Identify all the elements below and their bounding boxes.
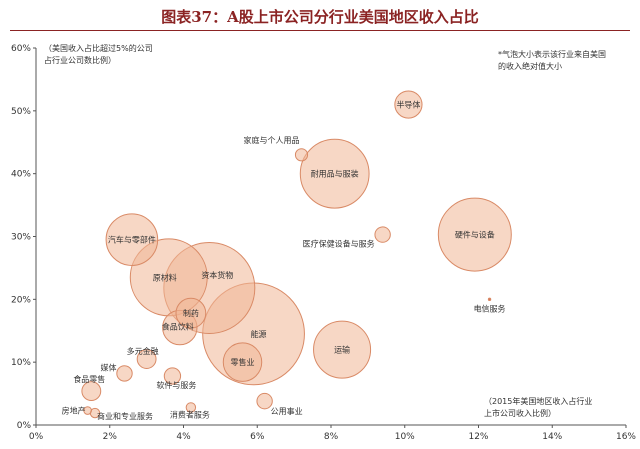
bubble-17 — [81, 381, 102, 401]
bubble-label-6: 汽车与零部件 — [108, 235, 156, 245]
x-tick-label: 8% — [324, 432, 339, 442]
bubble-label-15: 媒体 — [101, 362, 117, 372]
y-axis-note-0: （美国收入占比超过5%的公司 — [44, 43, 153, 53]
x-axis-note-1: 上市公司收入比例） — [484, 408, 556, 418]
bubble-label-5: 电信服务 — [474, 303, 506, 313]
bubble-label-21: 消费者服务 — [170, 409, 210, 419]
x-axis-note-0: （2015年美国地区收入占行业 — [484, 396, 592, 406]
bubble-1 — [294, 148, 309, 162]
bubble-label-4: 硬件与设备 — [455, 230, 495, 240]
bubble-label-11: 能源 — [251, 329, 267, 339]
bubble-0 — [394, 90, 423, 119]
bubble-label-8: 资本货物 — [201, 270, 233, 280]
x-ticks-group: 0% 2% 4% 6% 8% 10% 12% 14% 16% — [29, 425, 636, 442]
bubble-label-18: 公用事业 — [271, 406, 303, 416]
bubble-label-20: 商业和专业服务 — [97, 411, 153, 421]
bubbles-group — [81, 90, 512, 419]
bubble-19 — [83, 406, 92, 415]
bubble-16 — [163, 367, 182, 385]
y-tick-label: 0% — [17, 421, 32, 431]
y-tick-label: 50% — [11, 107, 31, 117]
bubble-label-9: 制药 — [183, 308, 199, 318]
bubble-18 — [256, 392, 273, 410]
bubble-label-16: 软件与服务 — [156, 380, 196, 390]
bubble-5 — [487, 297, 492, 302]
y-axis-note-1: 占行业公司数比例） — [44, 55, 116, 65]
x-tick-label: 6% — [250, 432, 265, 442]
x-tick-label: 2% — [103, 432, 118, 442]
bubble-label-13: 运输 — [334, 345, 350, 355]
y-ticks-group: 0% 10% 20% 30% 40% 50% 60% — [11, 44, 36, 431]
y-tick-label: 20% — [11, 295, 31, 305]
bubble-21 — [185, 402, 197, 413]
bubble-label-1: 家庭与个人用品 — [244, 135, 300, 145]
bubble-2 — [299, 138, 370, 209]
bubble-9 — [175, 297, 207, 329]
bubble-label-0: 半导体 — [396, 100, 420, 110]
bubble-label-10: 食品饮料 — [162, 322, 194, 332]
bubble-4 — [437, 197, 512, 272]
bubble-label-14: 多元金融 — [127, 346, 159, 356]
title-rule — [10, 30, 630, 31]
bubble-label-2: 耐用品与服装 — [311, 169, 359, 179]
bubble-13 — [313, 320, 372, 379]
bubble-6 — [105, 213, 159, 266]
bubble-label-17: 食品零售 — [73, 374, 105, 384]
x-tick-label: 4% — [176, 432, 191, 442]
x-tick-label: 0% — [29, 432, 44, 442]
chart-title: 图表37：A股上市公司分行业美国地区收入占比 — [161, 8, 479, 26]
y-tick-label: 30% — [11, 233, 31, 243]
bubble-label-12: 零售业 — [231, 357, 255, 367]
x-tick-label: 12% — [468, 432, 488, 442]
size-note-0: *气泡大小表示该行业来自美国 — [498, 49, 606, 59]
bubble-label-19: 房地产 — [62, 406, 86, 416]
x-tick-label: 16% — [616, 432, 636, 442]
bubble-12 — [222, 342, 263, 382]
x-tick-label: 10% — [395, 432, 415, 442]
y-tick-label: 40% — [11, 170, 31, 180]
y-tick-label: 10% — [11, 358, 31, 368]
size-note-1: 的收入绝对值大小 — [498, 61, 562, 71]
x-tick-label: 14% — [542, 432, 562, 442]
bubble-15 — [116, 365, 133, 382]
y-tick-label: 60% — [11, 44, 31, 54]
bubble-14 — [136, 349, 157, 369]
bubble-3 — [374, 226, 391, 243]
bubble-label-3: 医疗保健设备与服务 — [303, 239, 375, 249]
bubble-label-7: 原材料 — [153, 272, 177, 282]
